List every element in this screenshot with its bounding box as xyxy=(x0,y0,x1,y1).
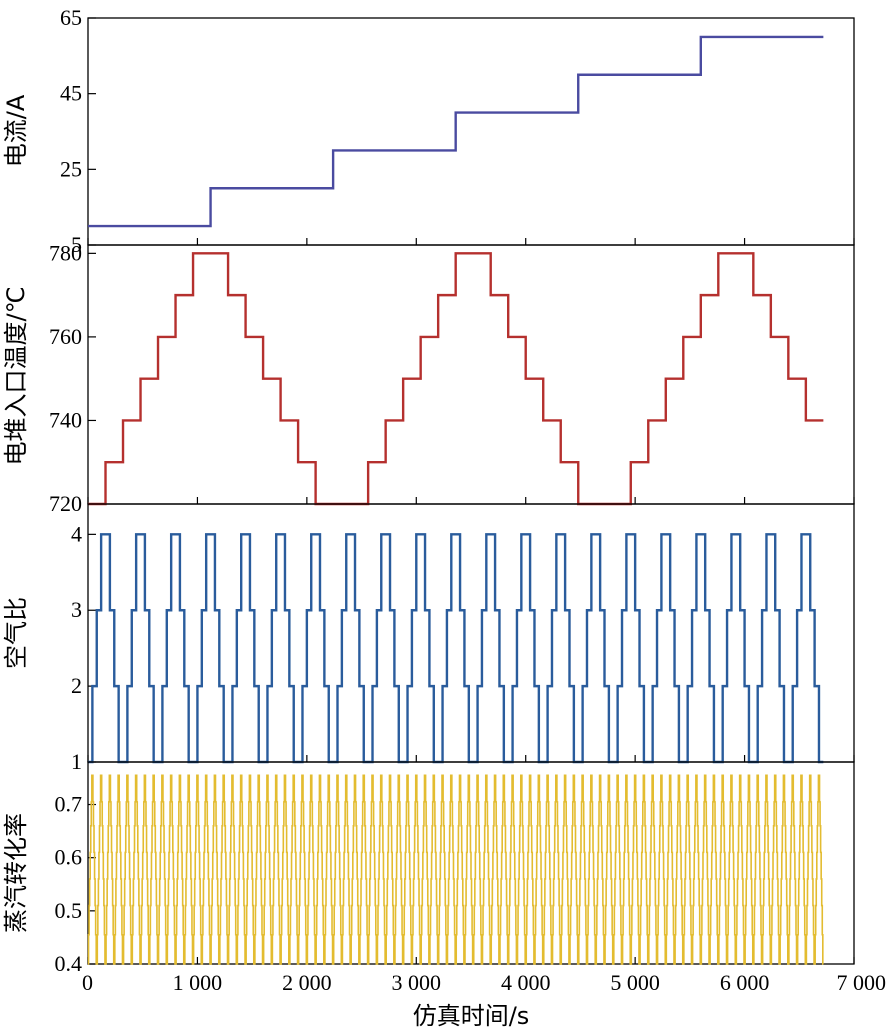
temperature-series-line xyxy=(88,252,824,506)
panel-air-ratio-yticks: 1 2 3 4 xyxy=(71,521,855,774)
panel-steam-conversion-ylabel: 蒸汽转化率 xyxy=(2,813,30,933)
x-tick-label-6: 6 000 xyxy=(720,970,770,995)
x-tick-label-4: 4 000 xyxy=(501,970,551,995)
panel-temperature-yticks: 720 740 760 780 xyxy=(49,240,855,516)
current-series-line xyxy=(88,35,824,228)
panel-steam-conversion-yticks: 0.4 0.5 0.6 0.7 xyxy=(55,792,855,976)
current-ytick-label-3: 65 xyxy=(60,5,82,30)
temperature-ytick-label-1: 740 xyxy=(49,407,82,432)
panel-steam-conversion-frame xyxy=(87,761,855,965)
x-tick-label-7: 7 000 xyxy=(837,970,887,995)
panel-temperature: 720 740 760 780 电堆入口温度/℃ xyxy=(2,240,855,516)
current-ytick-label-0: 5 xyxy=(71,232,82,257)
current-ytick-label-2: 45 xyxy=(60,81,82,106)
panel-current: 5 25 45 65 电流/A xyxy=(2,5,855,257)
temperature-ytick-label-3: 780 xyxy=(49,240,82,265)
x-axis-ticks: 0 1 000 2 000 3 000 4 000 5 000 6 000 7 000 xyxy=(82,970,886,995)
panel-current-ylabel: 电流/A xyxy=(2,94,30,167)
steam_conversion-series-line xyxy=(87,774,824,965)
panel-steam-conversion: 0.4 0.5 0.6 0.7 蒸汽转化率 xyxy=(2,761,855,976)
x-tick-label-0: 0 xyxy=(82,970,93,995)
panel-temperature-ylabel: 电堆入口温度/℃ xyxy=(2,286,30,465)
x-tick-label-2: 2 000 xyxy=(282,970,332,995)
air_ratio-series-line xyxy=(88,533,824,764)
panel-current-data xyxy=(88,35,824,228)
steam_conversion-ytick-label-2: 0.6 xyxy=(55,845,83,870)
steam_conversion-ytick-label-0: 0.4 xyxy=(55,951,83,976)
air_ratio-ytick-label-0: 1 xyxy=(71,749,82,774)
x-tick-label-1: 1 000 xyxy=(173,970,223,995)
x-axis-label: 仿真时间/s xyxy=(413,1002,530,1030)
air_ratio-ytick-label-3: 4 xyxy=(71,521,82,546)
panel-steam-conversion-data xyxy=(87,774,824,965)
current-ytick-label-1: 25 xyxy=(60,156,82,181)
panel-air-ratio-data xyxy=(88,533,824,764)
x-tick-label-5: 5 000 xyxy=(610,970,660,995)
temperature-ytick-label-0: 720 xyxy=(49,491,82,516)
steam_conversion-ytick-label-1: 0.5 xyxy=(55,898,83,923)
temperature-ytick-label-2: 760 xyxy=(49,324,82,349)
air_ratio-ytick-label-1: 2 xyxy=(71,673,82,698)
panel-air-ratio-ylabel: 空气比 xyxy=(2,597,30,669)
air_ratio-ytick-label-2: 3 xyxy=(71,597,82,622)
x-tick-label-3: 3 000 xyxy=(392,970,442,995)
steam_conversion-ytick-label-3: 0.7 xyxy=(55,792,83,817)
panel-temperature-data xyxy=(88,252,824,506)
